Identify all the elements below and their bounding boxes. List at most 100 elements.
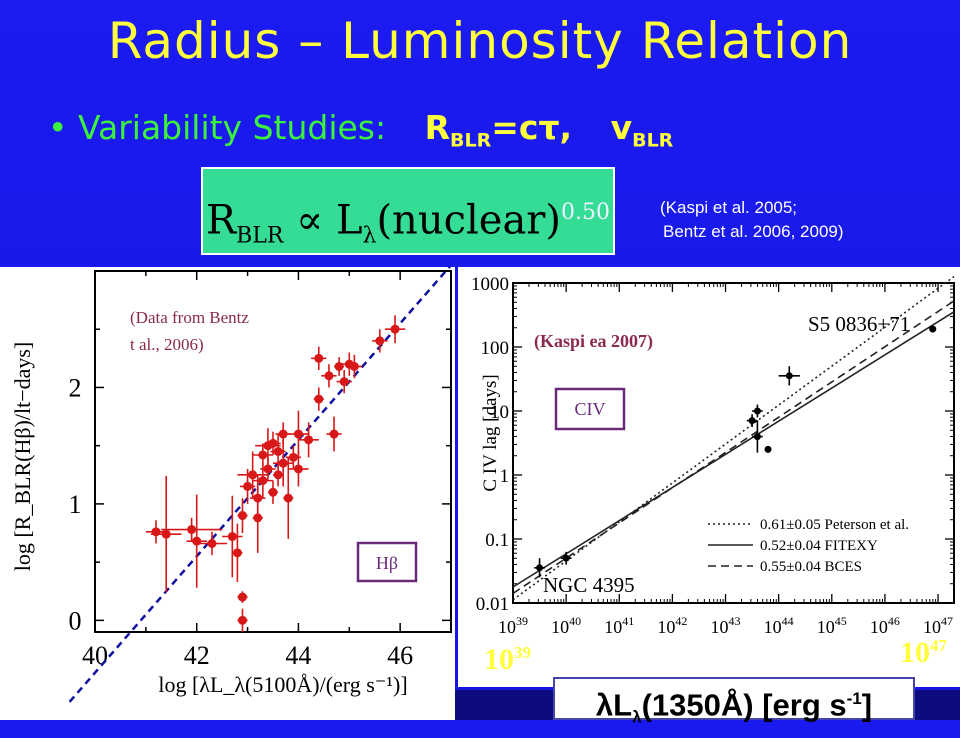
data-point xyxy=(929,325,937,333)
data-point xyxy=(753,433,761,441)
data-point xyxy=(207,538,217,548)
lower-axis-right-label: 1047 xyxy=(900,636,947,669)
x-tick-label: 1041 xyxy=(604,614,634,637)
y-tick-label: 0 xyxy=(69,606,82,635)
data-point xyxy=(288,452,298,462)
y-axis-label: C IV lag [days] xyxy=(480,374,501,491)
annotation: (Kaspi ea 2007) xyxy=(534,331,653,352)
lower-axis-left-label: 1039 xyxy=(484,643,531,676)
data-point xyxy=(258,476,268,486)
data-point xyxy=(237,511,247,521)
data-point xyxy=(273,470,283,480)
fit-line-solid xyxy=(512,311,955,588)
slide-title: Radius – Luminosity Relation xyxy=(107,12,853,70)
data-point xyxy=(268,487,278,497)
data-point xyxy=(764,445,772,453)
data-point xyxy=(293,464,303,474)
data-point xyxy=(258,450,268,460)
data-point xyxy=(304,435,314,445)
equation-rblr: RBLR=cτ, xyxy=(424,108,573,152)
civ-chart-panel: 0.01 0.1 1 10 100 1000 1039 1040 1041 1042 1043 104… xyxy=(458,267,960,687)
hbeta-chart-panel: 40 42 44 46 0 1 2 log [λL_λ(5100Å)/(erg s⁻¹)] lo… xyxy=(0,264,455,720)
data-point xyxy=(314,394,324,404)
data-point xyxy=(324,371,334,381)
y-tick-label: 1 xyxy=(69,490,82,519)
y-tick-label: 1000 xyxy=(471,274,509,295)
data-point xyxy=(237,592,247,602)
civ-label-box xyxy=(554,387,626,431)
data-point xyxy=(161,529,171,539)
data-point xyxy=(263,464,273,474)
data-point xyxy=(278,429,288,439)
x-tick-label: 1047 xyxy=(923,614,953,637)
bullet-text: Variability Studies: xyxy=(77,108,387,147)
data-point xyxy=(151,527,161,537)
data-point xyxy=(562,554,570,562)
y-tick-label: 10 xyxy=(490,402,509,423)
bullet-marker: • xyxy=(48,108,68,147)
x-tick-label: 1046 xyxy=(870,614,900,637)
data-point xyxy=(232,548,242,558)
x-tick-label: 46 xyxy=(387,641,413,670)
data-point xyxy=(273,447,283,456)
y-tick-label: 2 xyxy=(69,373,82,402)
hbeta-chart: 40 42 44 46 0 1 2 log [λL_λ(5100Å)/(erg s⁻¹)] lo… xyxy=(10,264,452,703)
y-axis-label: log [R_BLR(Hβ)/lt−days] xyxy=(10,342,35,572)
data-point xyxy=(349,361,359,371)
x-tick-label: 40 xyxy=(82,641,108,670)
data-point xyxy=(339,377,349,387)
x-tick-label: 42 xyxy=(184,641,210,670)
luminosity-axis-label: λLλ(1350Å) [erg s-1] xyxy=(553,677,915,727)
formula-box: RBLR ∝ Lλ(nuclear)0.50 xyxy=(201,167,615,255)
data-point xyxy=(536,564,544,572)
data-point xyxy=(753,407,761,415)
object-label-ngc4395: NGC 4395 xyxy=(543,573,635,597)
data-point xyxy=(390,324,400,334)
civ-label: CIV xyxy=(575,399,606,419)
data-point xyxy=(748,417,756,425)
hbeta-label: Hβ xyxy=(376,553,398,573)
annotation-line-1: (Data from Bentz xyxy=(130,308,249,327)
data-point xyxy=(329,429,339,439)
object-label-s5: S5 0836+71 xyxy=(808,312,910,336)
data-point xyxy=(283,493,293,503)
x-tick-label: 1040 xyxy=(551,614,581,637)
data-point xyxy=(243,481,253,491)
data-point xyxy=(248,470,258,480)
plot-frame xyxy=(512,282,955,604)
x-tick-label: 1042 xyxy=(657,614,687,637)
data-point xyxy=(253,513,263,523)
legend-entry: 0.52±0.04 FITEXY xyxy=(760,538,878,554)
y-tick-label: 1 xyxy=(500,466,510,487)
reference-line-2: Bentz et al. 2006, 2009) xyxy=(663,222,844,241)
data-point xyxy=(293,429,303,439)
x-axis-label: log [λL_λ(5100Å)/(erg s⁻¹)] xyxy=(158,672,407,697)
data-point xyxy=(268,438,278,448)
data-point xyxy=(785,372,793,380)
reference-line-1: (Kaspi et al. 2005; xyxy=(660,198,798,217)
data-point xyxy=(314,353,324,363)
data-point xyxy=(237,615,247,625)
annotation-line-2: t al., 2006) xyxy=(130,335,204,354)
fit-line-dashed xyxy=(512,300,955,595)
equation-vblr: vBLR xyxy=(610,108,674,152)
y-tick-label: 0.01 xyxy=(476,594,509,615)
plot-frame xyxy=(94,270,452,633)
data-point xyxy=(192,536,202,546)
x-tick-label: 1044 xyxy=(764,614,794,637)
legend-entry: 0.61±0.05 Peterson et al. xyxy=(760,517,909,533)
y-tick-label: 0.1 xyxy=(485,530,509,551)
bullet-variability: • Variability Studies: RBLR=cτ, vBLR xyxy=(48,108,673,152)
legend-entry: 0.55±0.04 BCES xyxy=(760,559,862,575)
x-tick-label: 1045 xyxy=(817,614,847,637)
x-tick-label: 44 xyxy=(285,641,311,670)
civ-chart: 0.01 0.1 1 10 100 1000 1039 1040 1041 1042 1043 104… xyxy=(471,274,955,637)
data-point xyxy=(278,458,288,468)
data-point xyxy=(375,336,385,346)
data-point xyxy=(227,532,237,542)
fit-line-dotted xyxy=(512,275,955,601)
x-tick-label: 1043 xyxy=(711,614,741,637)
hbeta-label-box xyxy=(356,541,418,583)
y-tick-label: 100 xyxy=(481,338,510,359)
x-tick-label: 1039 xyxy=(498,614,528,637)
